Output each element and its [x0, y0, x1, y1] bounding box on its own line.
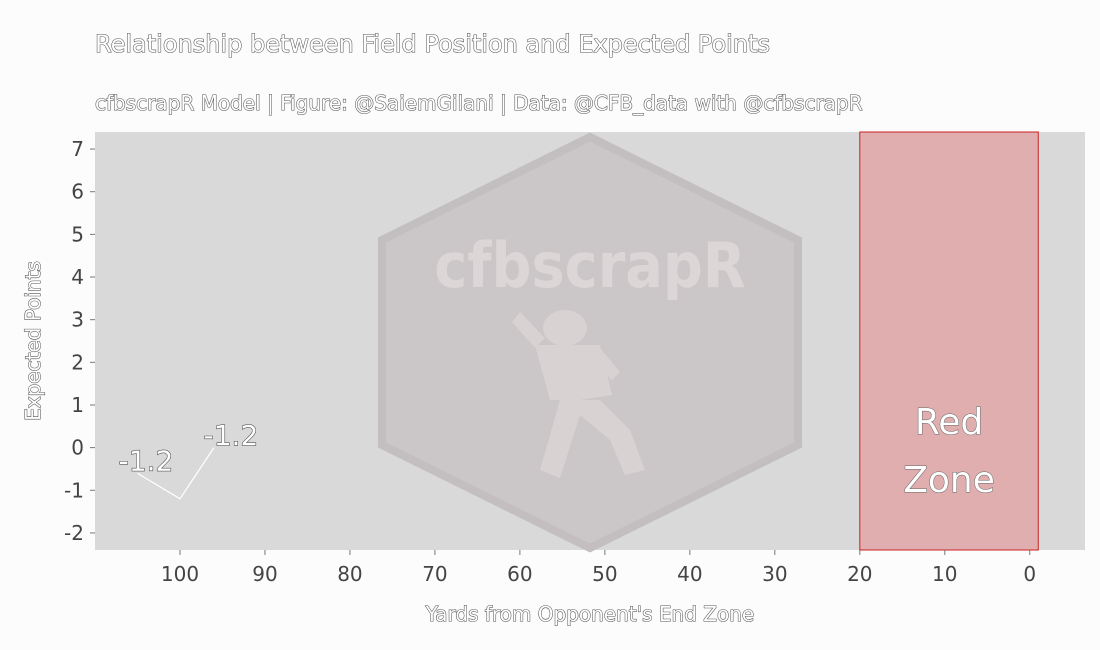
- y-tick-label-2: 0: [71, 436, 84, 460]
- watermark-text: cfbscrapR: [434, 229, 746, 302]
- x-tick-label-8: 20: [847, 562, 872, 586]
- chart-title: Relationship between Field Position and …: [95, 30, 770, 58]
- x-axis: 100 90 80 70 60 50 40 30 20 10 0: [161, 550, 1036, 586]
- y-tick-label-7: 5: [71, 222, 84, 246]
- data-annotation-1: -1.2: [204, 419, 259, 452]
- y-tick-label-3: 1: [71, 393, 84, 417]
- x-tick-label-6: 40: [677, 562, 702, 586]
- data-annotation-0: -1.2: [119, 444, 174, 477]
- x-axis-label: Yards from Opponent's End Zone: [425, 602, 754, 626]
- red-zone-region: Red Zone: [860, 132, 1038, 550]
- y-tick-label-4: 2: [71, 350, 84, 374]
- x-tick-label-10: 0: [1023, 562, 1036, 586]
- y-tick-label-5: 3: [71, 308, 84, 332]
- x-tick-label-2: 80: [337, 562, 362, 586]
- y-tick-label-9: 7: [71, 137, 84, 161]
- x-tick-label-3: 70: [422, 562, 447, 586]
- y-tick-label-6: 4: [71, 265, 84, 289]
- x-tick-label-9: 10: [932, 562, 957, 586]
- y-axis-label: Expected Points: [21, 261, 45, 421]
- x-tick-label-0: 100: [161, 562, 199, 586]
- red-zone-label-line-1: Red: [915, 402, 983, 443]
- red-zone-label-line-2: Zone: [903, 460, 995, 501]
- y-tick-label-8: 6: [71, 180, 84, 204]
- y-tick-label-1: -1: [64, 478, 84, 502]
- x-tick-label-1: 90: [252, 562, 277, 586]
- x-tick-label-7: 30: [762, 562, 787, 586]
- x-tick-label-5: 50: [592, 562, 617, 586]
- y-tick-label-0: -2: [64, 521, 84, 545]
- x-tick-label-4: 60: [507, 562, 532, 586]
- chart-subtitle: cfbscrapR Model | Figure: @SaiemGilani |…: [95, 91, 863, 115]
- y-axis: -2 -1 0 1 2 3 4 5 6 7: [64, 137, 95, 545]
